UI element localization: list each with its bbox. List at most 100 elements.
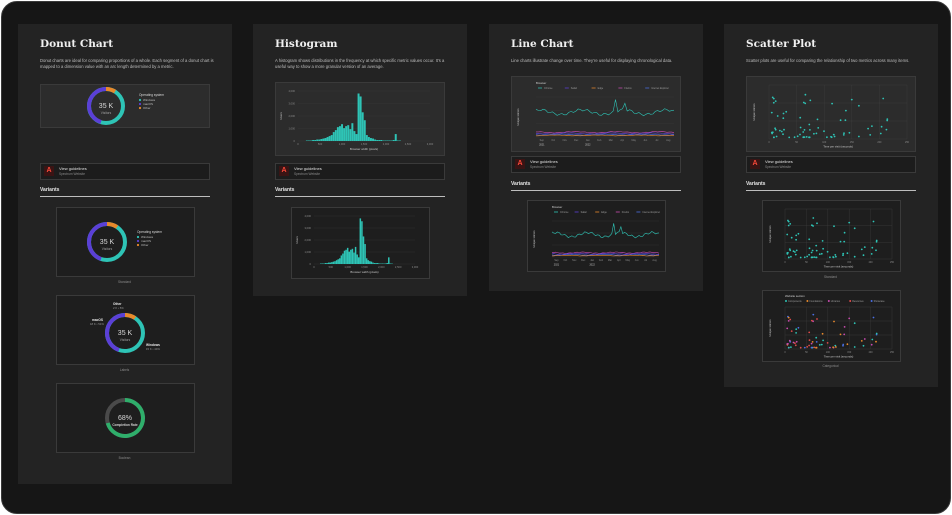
donut-variant-labels[interactable]: 35 K Visitors Other 2 K • 5% macOS 18 K … — [56, 295, 195, 365]
legend-item: Edge — [601, 211, 607, 214]
x-tick-label: 250 — [890, 261, 895, 264]
y-tick-label: 3,000 — [305, 226, 312, 230]
year-label: 2021 — [539, 144, 545, 147]
scatter-point — [843, 240, 846, 243]
divider — [40, 196, 210, 197]
scatter-point — [886, 118, 889, 120]
variant-caption: Labels — [119, 368, 130, 372]
histogram-bin — [328, 136, 331, 141]
line-preview-chart: Browser Chrome Safari Edge Firefox Internet E… — [516, 81, 675, 147]
scatter-point — [782, 112, 785, 115]
scatter-point — [804, 93, 807, 96]
histogram-title: Histogram — [275, 38, 338, 50]
scatter-point — [803, 129, 806, 131]
histogram-bin — [376, 140, 379, 141]
scatter-point — [808, 123, 811, 126]
y-axis-label: Unique visitors — [768, 319, 772, 337]
scatter-variant-categorical[interactable]: Website section Components Foundations Libr… — [762, 290, 901, 362]
scatter-point — [842, 343, 845, 346]
histogram-bin — [372, 138, 374, 141]
scatter-point — [829, 256, 831, 259]
guideline-subtitle: Spectrum Website — [530, 164, 556, 169]
scatter-point — [813, 132, 815, 135]
adobe-logo-icon: A — [44, 166, 54, 176]
histogram-bin — [394, 134, 397, 141]
line-series-internet-explorer — [552, 254, 660, 257]
view-guidelines-link[interactable]: A View guidelines Spectrum Website — [275, 163, 445, 180]
histogram-bin — [347, 125, 350, 141]
x-tick-label: Mar — [608, 259, 612, 262]
year-label: 2022 — [585, 144, 591, 147]
y-tick-label: 4,000 — [305, 214, 312, 218]
scatter-point — [792, 341, 795, 344]
x-tick-label: Aug — [652, 259, 657, 262]
histogram-bin — [364, 244, 366, 264]
scatter-point — [782, 117, 785, 120]
x-tick-label: 2,000 — [378, 265, 385, 269]
histogram-preview[interactable]: 0 1,000 2,000 3,000 4,000 0 500 1,000 1,500 2,000… — [275, 82, 445, 156]
scatter-point — [790, 236, 793, 239]
histogram-bin — [332, 261, 335, 264]
scatter-point — [808, 331, 811, 334]
x-tick-label: Jul — [655, 139, 659, 142]
histogram-bin — [386, 263, 388, 264]
donut-variant-standard[interactable]: 35 K Visitors Operating system Windows m… — [56, 207, 195, 277]
line-variant-standard[interactable]: Browser Chrome Safari Edge Firefox Internet E… — [527, 200, 666, 272]
view-guidelines-link[interactable]: A View guidelines Spectrum Website — [746, 156, 916, 173]
histogram-bin — [338, 126, 341, 141]
scatter-point — [813, 346, 816, 349]
donut-title: Donut Chart — [40, 38, 114, 50]
scatter-variant-standard[interactable]: 0 50 100 150 200 250 Time per visit (seconds) U… — [762, 200, 901, 272]
donut-variant-boolean[interactable]: 68% Completion Rate — [56, 383, 195, 453]
scatter-point — [790, 330, 793, 332]
x-tick-label: 100 — [826, 351, 831, 354]
scatter-point — [839, 240, 842, 243]
donut-preview[interactable]: 35 K Visitors Operating system Windows m… — [40, 84, 210, 128]
y-tick-label: 0 — [294, 139, 296, 143]
histogram-bin — [336, 127, 339, 141]
histogram-bin — [346, 247, 349, 264]
line-preview[interactable]: Browser Chrome Safari Edge Firefox Internet E… — [511, 76, 681, 152]
histogram-bin — [327, 262, 330, 264]
histogram-bin — [376, 263, 379, 264]
scatter-point — [842, 254, 844, 257]
histogram-bin — [345, 249, 347, 264]
scatter-point — [820, 252, 823, 255]
scatter-point — [816, 118, 819, 121]
legend-item: Showcase — [874, 300, 886, 303]
x-tick-label: 3,000 — [412, 265, 419, 269]
x-tick-label: Dec — [581, 259, 586, 262]
scatter-point — [796, 135, 799, 138]
histogram-bin — [320, 139, 323, 141]
scatter-point — [875, 240, 878, 243]
scatter-point — [802, 131, 805, 133]
guideline-subtitle: Spectrum Website — [294, 171, 320, 176]
scatter-preview[interactable]: 0 50 100 150 200 250 Time per visit (seconds) U… — [746, 76, 916, 152]
x-tick-label: 2,000 — [383, 142, 390, 146]
scatter-point — [770, 111, 773, 114]
x-tick-label: 200 — [869, 351, 874, 354]
histogram-bin — [388, 257, 390, 264]
variant-caption: Standard — [118, 280, 131, 284]
view-guidelines-link[interactable]: A View guidelines Spectrum Website — [511, 156, 681, 173]
scatter-point — [815, 256, 817, 259]
scatter-point — [872, 316, 875, 319]
line-series-firefox — [535, 133, 675, 136]
x-tick-label: 50 — [805, 261, 808, 264]
scatter-point — [886, 119, 889, 122]
histogram-variant-standard[interactable]: 0 1,000 2,000 3,000 4,000 0 500 1,000 1,500 2,000… — [291, 207, 430, 279]
legend-swatch — [785, 300, 787, 302]
scatter-point — [809, 99, 812, 102]
scatter-point — [875, 239, 878, 242]
x-tick-label: Apr — [620, 139, 624, 142]
scatter-point — [834, 344, 837, 347]
scatter-point — [794, 344, 797, 347]
scatter-point — [802, 101, 805, 104]
scatter-point — [842, 134, 845, 136]
x-tick-label: Nov — [572, 259, 577, 262]
view-guidelines-link[interactable]: A View guidelines Spectrum Website — [40, 163, 210, 180]
scatter-point — [869, 134, 872, 136]
y-tick-label: 4,000 — [289, 89, 296, 93]
scatter-point — [782, 133, 784, 136]
